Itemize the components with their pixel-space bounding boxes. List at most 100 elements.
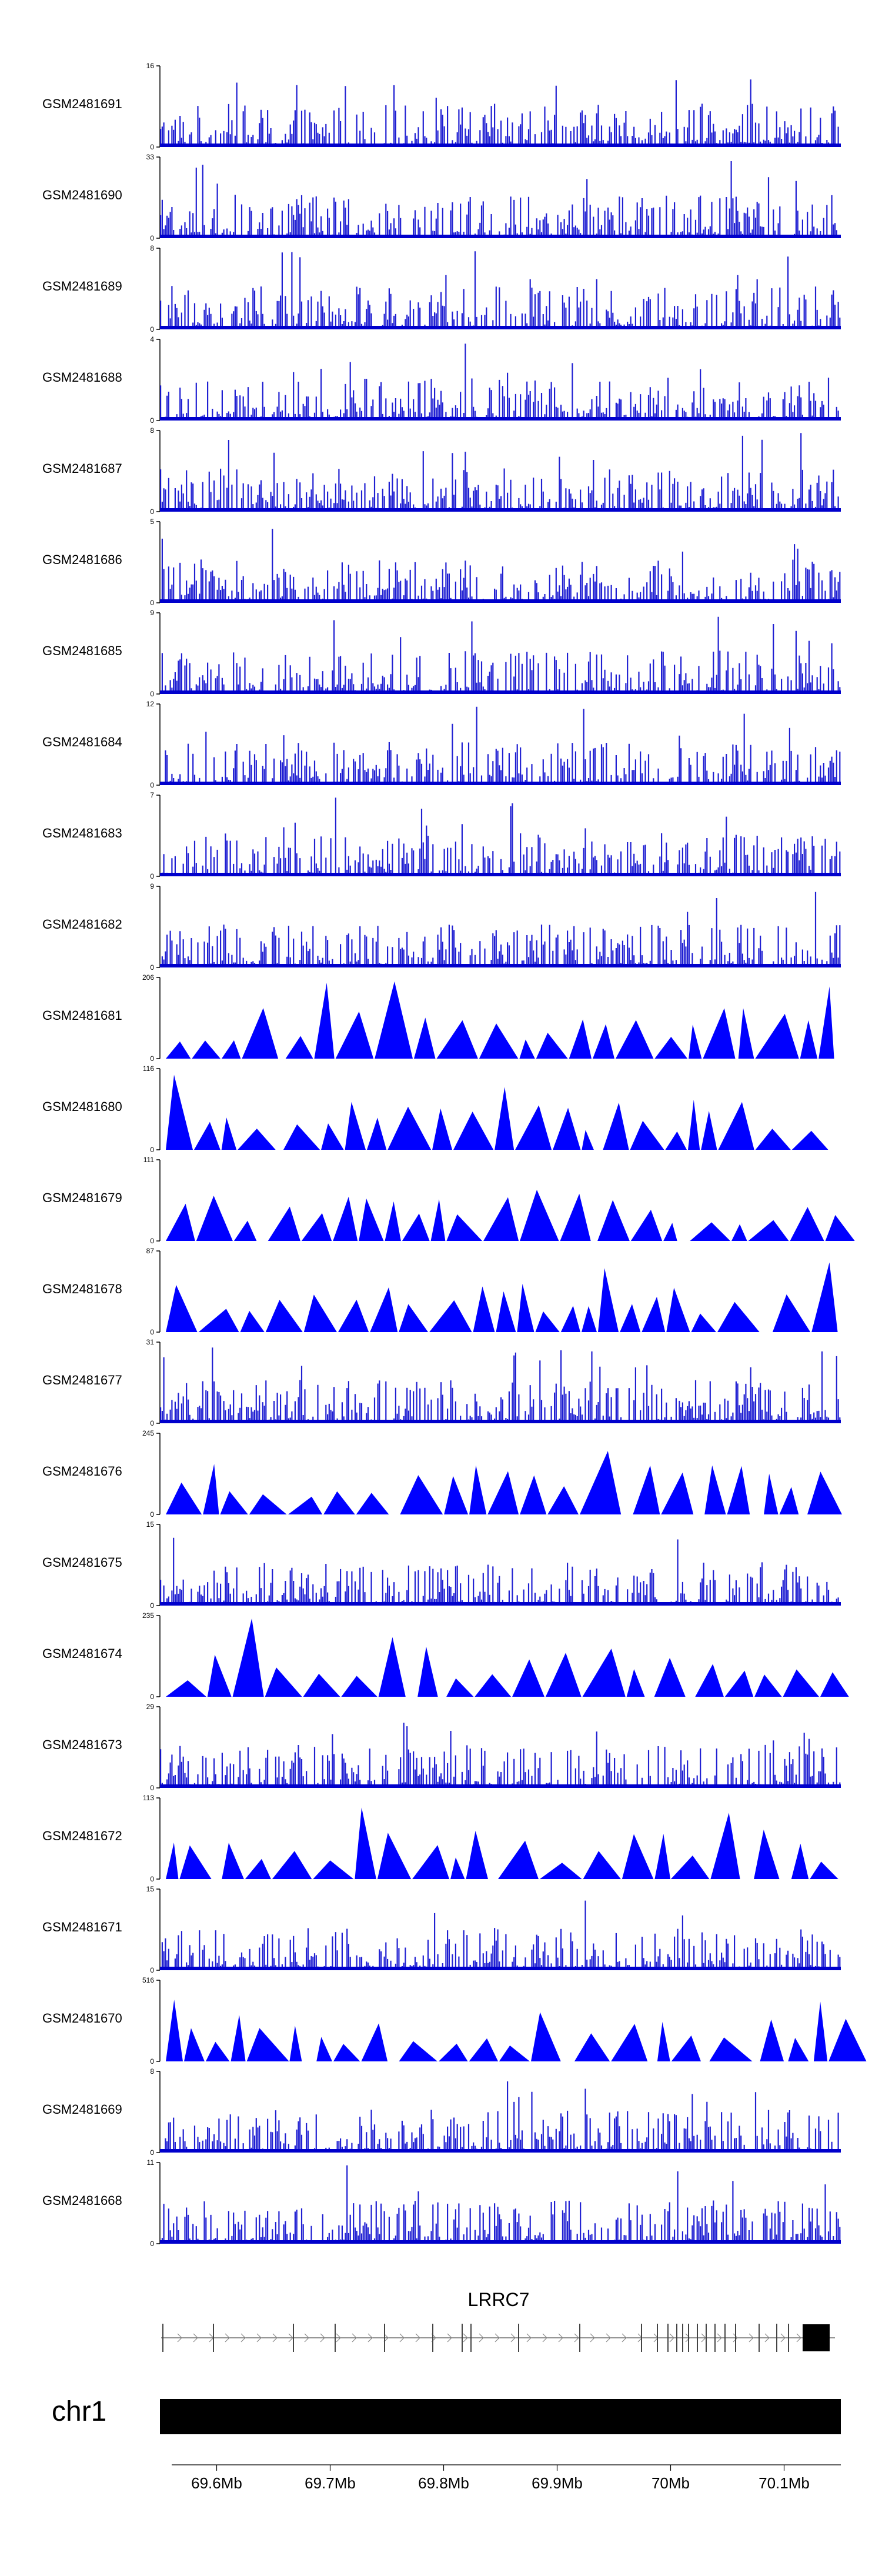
gene-exon — [432, 2324, 433, 2352]
y-max-label: 15 — [146, 1885, 155, 1893]
gene-exon — [579, 2324, 580, 2352]
strand-arrow — [669, 2333, 674, 2343]
y-max-label: 206 — [142, 973, 154, 982]
track-GSM2481681: GSM2481681 206 0 — [42, 973, 834, 1063]
strand-arrow — [590, 2333, 595, 2343]
y-max-label: 7 — [150, 791, 154, 799]
coverage-signal — [160, 2081, 841, 2153]
strand-arrow — [780, 2333, 786, 2343]
track-label: GSM2481669 — [42, 2102, 122, 2117]
track-GSM2481678: GSM2481678 87 0 — [42, 1247, 838, 1336]
track-GSM2481677: GSM2481677 31 0 — [42, 1338, 841, 1427]
track-label: GSM2481686 — [42, 552, 122, 567]
gene-exon — [470, 2324, 472, 2352]
coverage-peaks — [166, 1262, 838, 1332]
y-max-label: 235 — [142, 1611, 154, 1620]
coverage-peaks — [166, 1190, 855, 1241]
y-zero-label: 0 — [150, 325, 154, 333]
coverage-baseline — [160, 235, 841, 238]
strand-arrow — [574, 2333, 579, 2343]
coverage-baseline — [160, 417, 841, 421]
strand-arrow — [796, 2333, 801, 2343]
y-zero-label: 0 — [150, 1419, 154, 1427]
track-GSM2481683: GSM2481683 7 0 — [42, 791, 841, 880]
gene-exon — [641, 2324, 642, 2352]
track-label: GSM2481682 — [42, 917, 122, 932]
gene-exon — [724, 2324, 726, 2352]
strand-arrow — [193, 2333, 198, 2343]
gene-terminal-exon — [803, 2324, 830, 2351]
strand-arrow — [272, 2333, 278, 2343]
track-GSM2481674: GSM2481674 235 0 — [42, 1611, 849, 1701]
track-label: GSM2481673 — [42, 1737, 122, 1752]
y-zero-label: 0 — [150, 416, 154, 425]
track-label: GSM2481676 — [42, 1464, 122, 1479]
strand-arrow — [320, 2333, 325, 2343]
track-label: GSM2481688 — [42, 370, 122, 385]
y-zero-label: 0 — [150, 2057, 154, 2066]
track-label: GSM2481681 — [42, 1008, 122, 1023]
coverage-signal — [160, 2165, 841, 2244]
strand-arrow — [526, 2333, 532, 2343]
coverage-baseline — [160, 144, 841, 147]
gene-exon — [335, 2324, 336, 2352]
gene-exon — [697, 2324, 698, 2352]
track-GSM2481673: GSM2481673 29 0 — [42, 1703, 841, 1792]
y-zero-label: 0 — [150, 1601, 154, 1610]
track-label: GSM2481683 — [42, 826, 122, 840]
strand-arrow — [415, 2333, 420, 2343]
track-GSM2481686: GSM2481686 5 0 — [42, 518, 841, 607]
strand-arrow — [685, 2333, 690, 2343]
y-max-label: 8 — [150, 2067, 154, 2076]
track-label: GSM2481687 — [42, 461, 122, 476]
track-label: GSM2481684 — [42, 735, 122, 749]
y-zero-label: 0 — [150, 1510, 154, 1519]
chromosome-track: chr1 — [52, 2396, 841, 2434]
track-label: GSM2481670 — [42, 2011, 122, 2026]
strand-arrow — [304, 2333, 309, 2343]
gene-exon — [667, 2324, 669, 2352]
track-label: GSM2481679 — [42, 1190, 122, 1205]
coverage-peaks — [166, 1451, 842, 1514]
track-GSM2481671: GSM2481671 15 0 — [42, 1885, 841, 1974]
y-max-label: 516 — [142, 1976, 154, 1984]
track-GSM2481676: GSM2481676 245 0 — [42, 1429, 842, 1519]
track-label: GSM2481677 — [42, 1373, 122, 1387]
track-label: GSM2481691 — [42, 96, 122, 111]
y-max-label: 111 — [143, 1156, 155, 1164]
coverage-baseline — [160, 873, 841, 876]
y-zero-label: 0 — [150, 1693, 154, 1701]
track-GSM2481680: GSM2481680 116 0 — [42, 1065, 828, 1154]
y-max-label: 9 — [150, 609, 154, 617]
coverage-baseline — [160, 964, 841, 967]
coverage-baseline — [160, 782, 841, 785]
x-tick-label: 69.7Mb — [305, 2474, 356, 2492]
gene-exon — [518, 2324, 519, 2352]
y-max-label: 5 — [150, 518, 154, 526]
gene-exon — [384, 2324, 385, 2352]
coverage-baseline — [160, 599, 841, 603]
strand-arrow — [558, 2333, 563, 2343]
chromosome-bar — [160, 2399, 841, 2434]
gene-exon — [293, 2324, 294, 2352]
y-zero-label: 0 — [150, 2240, 154, 2248]
y-zero-label: 0 — [150, 1784, 154, 1792]
coverage-peaks — [166, 1075, 828, 1150]
y-zero-label: 0 — [150, 1055, 154, 1063]
track-GSM2481684: GSM2481684 12 0 — [42, 700, 841, 789]
y-max-label: 31 — [146, 1338, 155, 1346]
y-max-label: 4 — [150, 335, 154, 343]
strand-arrow — [495, 2333, 500, 2343]
y-max-label: 245 — [142, 1429, 154, 1437]
strand-arrow — [606, 2333, 611, 2343]
gene-exon — [462, 2324, 463, 2352]
coverage-baseline — [160, 2240, 841, 2244]
track-GSM2481689: GSM2481689 8 0 — [42, 244, 841, 333]
chromosome-label: chr1 — [52, 2396, 106, 2427]
track-label: GSM2481680 — [42, 1099, 122, 1114]
track-GSM2481691: GSM2481691 16 0 — [42, 62, 841, 151]
coverage-baseline — [160, 2149, 841, 2153]
strand-arrow — [764, 2333, 770, 2343]
y-max-label: 11 — [147, 2158, 155, 2167]
